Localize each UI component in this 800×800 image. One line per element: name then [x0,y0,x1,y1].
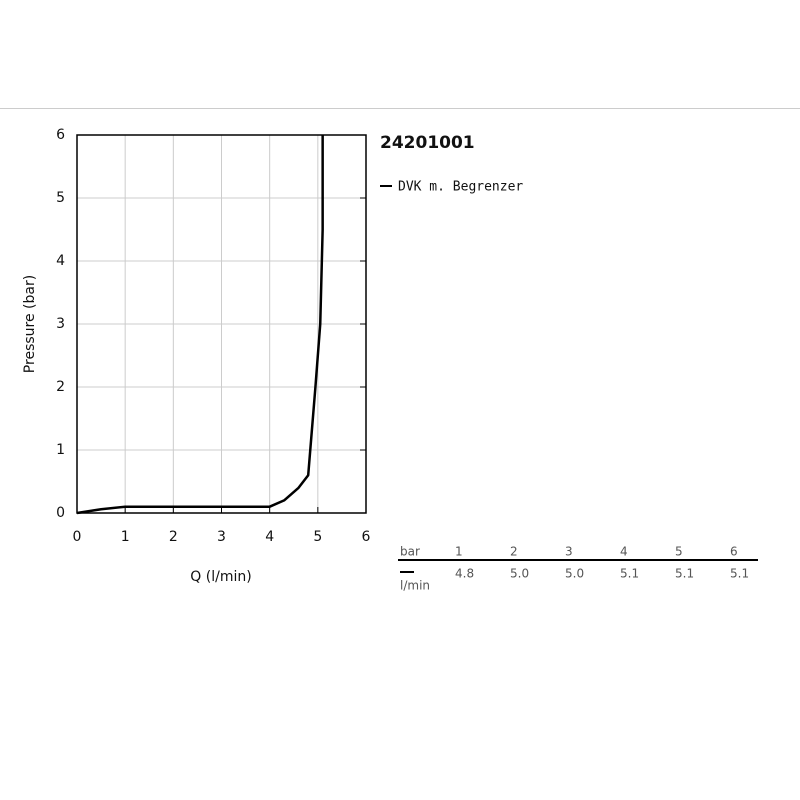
y-axis-label: Pressure (bar) [22,275,38,373]
y-tick-label: 1 [56,442,65,458]
table-value: 4.8 [455,567,474,581]
table-header: 4 [620,545,628,559]
table-value: 5.1 [620,567,639,581]
table-value: 5.0 [510,567,529,581]
x-tick-label: 5 [313,529,322,545]
table-header: 5 [675,545,683,559]
plot-frame [76,134,367,514]
legend-label: DVK m. Begrenzer [398,180,523,195]
table-value: 5.1 [730,567,749,581]
chart-title: 24201001 [380,133,475,153]
table-header: 1 [455,545,463,559]
y-tick-label: 6 [56,127,65,143]
y-tick-label: 4 [56,253,65,269]
table-header: 3 [565,545,573,559]
y-tick-label: 2 [56,379,65,395]
data-line [76,135,324,515]
x-tick-label: 1 [121,529,130,545]
y-tick-label: 5 [56,190,65,206]
table-header: 6 [730,545,738,559]
x-tick-label: 0 [73,529,82,545]
table-unit: l/min [400,579,430,593]
x-axis-label: Q (l/min) [190,569,251,585]
y-tick-label: 3 [56,316,65,332]
x-tick-label: 6 [362,529,371,545]
y-tick-label: 0 [56,505,65,521]
x-tick-label: 2 [169,529,178,545]
table-header: 2 [510,545,518,559]
table-header: bar [400,545,420,559]
x-tick-label: 3 [217,529,226,545]
table-value: 5.0 [565,567,584,581]
x-tick-label: 4 [265,529,274,545]
table-value: 5.1 [675,567,694,581]
